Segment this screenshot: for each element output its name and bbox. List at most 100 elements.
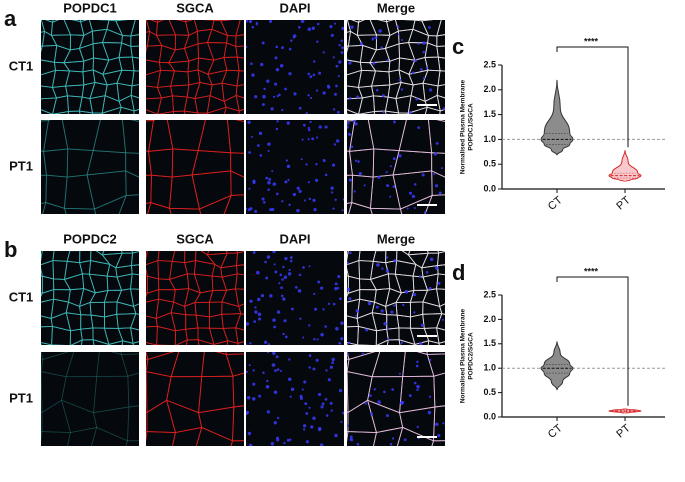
nucleus: [342, 411, 344, 415]
nucleus: [331, 163, 336, 167]
cell-outline: [373, 110, 387, 114]
y-tick-label: 2.5: [483, 289, 496, 299]
significance-label: ****: [584, 36, 599, 46]
cell-outline: [150, 20, 159, 23]
nucleus: [332, 56, 335, 59]
cell-outline: [91, 112, 103, 114]
cell-outline: [131, 251, 139, 254]
cell-outline: [28, 98, 39, 109]
nucleus: [290, 387, 295, 392]
image-bg: [146, 352, 244, 446]
cell-outline: [234, 273, 244, 290]
nucleus: [300, 158, 303, 161]
cell-outline: [78, 110, 94, 114]
image-bg: [41, 352, 139, 446]
cell-outline: [357, 20, 365, 24]
violin: [608, 149, 642, 183]
nucleus: [434, 184, 439, 188]
cells: [41, 352, 139, 446]
nucleus: [371, 38, 374, 41]
nucleus: [389, 442, 393, 446]
nucleus: [329, 25, 333, 29]
nucleus: [398, 154, 402, 158]
nucleus: [302, 336, 305, 339]
nucleus: [433, 152, 438, 156]
nucleus: [288, 268, 291, 272]
nucleus: [273, 421, 278, 425]
nucleus: [274, 369, 277, 373]
nucleus: [337, 75, 340, 78]
cell-outline: [235, 34, 244, 47]
nucleus: [257, 297, 261, 302]
nucleus: [429, 358, 432, 362]
nucleus: [397, 25, 400, 28]
cell-outline: [41, 202, 47, 214]
nucleus: [271, 363, 276, 367]
cell-outline: [131, 70, 139, 87]
nucleus: [286, 438, 290, 442]
cell-outline: [115, 20, 128, 22]
cells: [146, 20, 244, 114]
nucleus: [375, 88, 379, 92]
nucleus: [273, 325, 276, 329]
nucleus: [414, 59, 417, 63]
nucleus: [398, 78, 402, 82]
nucleus: [288, 47, 292, 51]
cell-outline: [41, 358, 44, 373]
cell-outline: [235, 264, 244, 276]
nucleus: [254, 95, 258, 99]
nucleus: [376, 263, 380, 267]
cell-outline: [196, 112, 208, 114]
nucleus: [252, 251, 256, 254]
column-header: DAPI: [279, 0, 310, 15]
cell-outline: [227, 120, 244, 154]
nucleus: [367, 301, 372, 306]
cells: [347, 120, 445, 214]
cell-outline: [398, 338, 416, 345]
nucleus: [246, 207, 248, 210]
nucleus: [318, 71, 322, 75]
nucleus: [265, 276, 269, 280]
cell-outline: [93, 406, 130, 442]
nucleus: [380, 309, 384, 313]
cell-outline: [426, 353, 445, 377]
nucleus: [400, 88, 404, 91]
cell-outline: [232, 372, 244, 408]
panel-label: b: [4, 237, 17, 262]
nucleus: [313, 337, 316, 341]
cell-outline: [230, 152, 244, 178]
nucleus: [356, 442, 360, 446]
cell-outline: [236, 56, 244, 72]
cell-outline: [67, 426, 98, 446]
nucleus: [302, 424, 307, 428]
nucleus: [330, 409, 333, 412]
nucleus: [288, 377, 292, 381]
nucleus: [330, 33, 334, 37]
nucleus: [251, 397, 256, 401]
nucleus: [269, 208, 273, 212]
nucleus: [268, 177, 272, 181]
cell-outline: [230, 170, 244, 196]
cell-outline: [436, 20, 445, 37]
cell-outline: [41, 431, 43, 442]
cell-outline: [122, 120, 139, 154]
cell-outline: [41, 371, 67, 414]
nucleus: [286, 164, 291, 169]
nucleus: [270, 442, 275, 446]
cell-outline: [436, 264, 445, 276]
nucleus: [392, 157, 396, 161]
cell-outline: [236, 251, 244, 254]
nucleus: [381, 267, 384, 270]
nucleus: [263, 201, 266, 204]
y-tick-label: 1.0: [483, 363, 496, 373]
nucleus: [287, 178, 290, 182]
nucleus: [296, 208, 300, 213]
nucleus: [292, 192, 297, 197]
nucleus: [289, 256, 293, 259]
y-tick-label: 1.0: [483, 134, 496, 144]
nucleus: [389, 195, 392, 198]
nucleus: [273, 390, 278, 395]
column-header: DAPI: [279, 231, 310, 246]
nucleus: [325, 369, 328, 372]
nucleus: [292, 34, 297, 38]
